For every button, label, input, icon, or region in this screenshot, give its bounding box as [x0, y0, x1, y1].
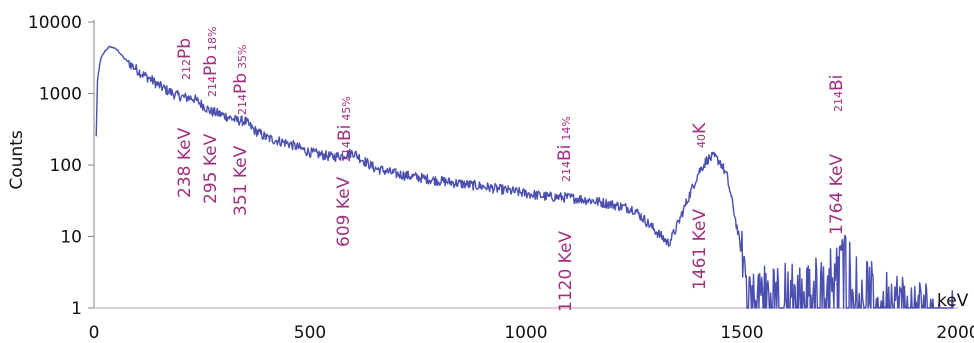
- peak-energy-label: 1461 KeV: [690, 209, 710, 290]
- mass-number: 214: [206, 76, 219, 97]
- peak-nuclide-label: 214Pb 35%: [231, 45, 251, 116]
- peak-energy-label: 1764 KeV: [827, 154, 847, 235]
- y-tick-label: 10: [60, 228, 82, 248]
- x-tick-label: 2000: [936, 323, 974, 343]
- x-tick-label: 1000: [504, 323, 547, 343]
- axes: 1 10 100 1000 10000 0 500 1000 1500 2000: [28, 13, 974, 343]
- x-axis-title: keV: [937, 291, 969, 311]
- spectrum-line: [95, 45, 954, 309]
- mass-number: 214: [340, 141, 353, 162]
- mass-number: 214: [236, 94, 249, 115]
- mass-number: 214: [832, 91, 845, 112]
- x-tick-label: 1500: [720, 323, 763, 343]
- branching-ratio: 14%: [560, 116, 573, 140]
- element-symbol: Pb: [201, 55, 221, 76]
- y-axis-title: Counts: [7, 130, 27, 189]
- peak-energy-label: 238 KeV: [175, 127, 195, 198]
- peak-nuclide-label: 214Pb 18%: [201, 27, 221, 98]
- element-symbol: Bi: [555, 145, 575, 161]
- element-symbol: Pb: [175, 38, 195, 59]
- peak-energy-label: 295 KeV: [201, 133, 221, 204]
- mass-number: 40: [695, 134, 708, 148]
- y-tick-label: 10000: [28, 13, 82, 33]
- y-tick-label: 1: [71, 299, 82, 319]
- peak-energy-label: 1120 KeV: [556, 231, 576, 312]
- peak-nuclide-label: 214Bi 14%: [555, 116, 575, 182]
- element-symbol: Bi: [335, 125, 355, 141]
- x-tick-label: 500: [294, 323, 326, 343]
- spectrum-series: [95, 45, 954, 309]
- element-symbol: Bi: [827, 75, 847, 91]
- peak-nuclide-label: 40K: [690, 122, 710, 148]
- peak-nuclide-label: 214Bi: [827, 75, 847, 112]
- y-tick-label: 1000: [39, 85, 82, 105]
- peak-energy-label: 609 KeV: [334, 176, 354, 247]
- peak-energy-label: 351 KeV: [231, 145, 251, 216]
- mass-number: 214: [560, 161, 573, 182]
- peak-nuclide-label: 214Bi 45%: [335, 96, 355, 162]
- x-tick-label: 0: [89, 323, 100, 343]
- element-symbol: K: [690, 122, 710, 134]
- element-symbol: Pb: [231, 73, 251, 94]
- y-tick-label: 100: [50, 156, 82, 176]
- branching-ratio: 45%: [340, 96, 353, 120]
- branching-ratio: 18%: [206, 27, 219, 51]
- mass-number: 212: [180, 59, 193, 80]
- peak-nuclide-label: 212Pb: [175, 38, 195, 80]
- branching-ratio: 35%: [236, 45, 249, 69]
